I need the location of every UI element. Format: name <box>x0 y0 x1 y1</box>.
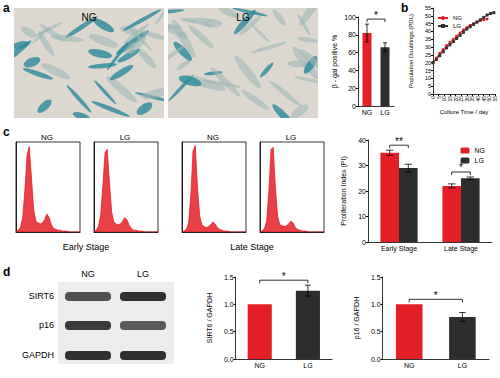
svg-text:SIRT6: SIRT6 <box>29 291 54 301</box>
svg-text:15: 15 <box>446 96 453 102</box>
svg-text:40: 40 <box>475 96 482 102</box>
svg-text:5: 5 <box>435 96 442 99</box>
svg-text:*: * <box>459 162 463 173</box>
svg-text:40: 40 <box>358 137 366 144</box>
svg-text:30: 30 <box>358 162 366 169</box>
svg-text:NG: NG <box>453 15 462 21</box>
svg-text:40: 40 <box>425 28 431 34</box>
svg-text:LG: LG <box>120 133 131 142</box>
svg-text:0.5: 0.5 <box>224 328 234 335</box>
svg-text:20: 20 <box>348 85 356 92</box>
svg-text:LG: LG <box>137 269 149 279</box>
svg-text:NG: NG <box>254 362 265 369</box>
svg-text:NG: NG <box>404 362 415 369</box>
svg-text:45: 45 <box>480 96 487 102</box>
svg-text:5: 5 <box>428 83 431 89</box>
svg-text:NG: NG <box>41 133 53 142</box>
svg-text:20: 20 <box>358 188 366 195</box>
svg-text:0: 0 <box>430 96 436 99</box>
svg-text:80: 80 <box>348 31 356 38</box>
svg-text:50: 50 <box>425 13 431 19</box>
svg-text:LG: LG <box>458 362 467 369</box>
svg-text:15: 15 <box>425 68 431 74</box>
svg-text:NG: NG <box>207 133 219 142</box>
svg-text:LG: LG <box>453 23 461 29</box>
svg-text:35: 35 <box>425 36 431 42</box>
svg-text:LG: LG <box>236 12 250 23</box>
svg-text:30: 30 <box>463 96 470 102</box>
svg-text:40: 40 <box>348 67 356 74</box>
svg-text:a: a <box>3 1 10 15</box>
svg-text:*: * <box>374 10 378 21</box>
svg-text:35: 35 <box>469 96 476 102</box>
svg-text:0: 0 <box>352 103 356 110</box>
svg-text:25: 25 <box>425 52 431 58</box>
svg-text:*: * <box>282 271 286 282</box>
svg-text:*: * <box>434 290 438 301</box>
svg-text:25: 25 <box>458 96 465 102</box>
svg-text:1.0: 1.0 <box>371 301 381 308</box>
svg-text:LG: LG <box>475 157 484 164</box>
svg-text:Late Stage: Late Stage <box>230 242 274 252</box>
svg-text:p16 / GAPDH: p16 / GAPDH <box>353 297 361 339</box>
svg-text:50: 50 <box>486 96 493 102</box>
svg-text:0.0: 0.0 <box>224 356 234 363</box>
svg-text:0.5: 0.5 <box>371 328 381 335</box>
svg-text:GAPDH: GAPDH <box>22 350 54 360</box>
svg-text:0.0: 0.0 <box>371 356 381 363</box>
svg-text:55: 55 <box>425 5 431 11</box>
svg-text:10: 10 <box>441 96 448 102</box>
svg-text:c: c <box>3 125 10 139</box>
svg-text:10: 10 <box>425 75 431 81</box>
svg-text:0: 0 <box>428 91 431 97</box>
svg-text:1.5: 1.5 <box>224 274 234 281</box>
svg-text:Population Doublings (PDL): Population Doublings (PDL) <box>408 14 414 88</box>
svg-text:Culture Time / day: Culture Time / day <box>440 109 489 115</box>
svg-text:55: 55 <box>492 96 498 102</box>
svg-text:**: ** <box>395 136 403 147</box>
svg-text:Proliferation Index (PI): Proliferation Index (PI) <box>340 156 348 226</box>
svg-text:20: 20 <box>452 96 459 102</box>
svg-text:β - gal positive %: β - gal positive % <box>331 35 339 88</box>
svg-text:30: 30 <box>425 44 431 50</box>
svg-text:LG: LG <box>286 133 297 142</box>
svg-text:Early Stage: Early Stage <box>63 242 110 252</box>
svg-text:b: b <box>401 1 408 15</box>
svg-text:NG: NG <box>475 147 486 154</box>
svg-text:LG: LG <box>303 362 312 369</box>
svg-text:Late Stage: Late Stage <box>444 245 478 253</box>
svg-text:p16: p16 <box>39 320 54 330</box>
svg-text:0: 0 <box>362 239 366 246</box>
svg-text:NG: NG <box>82 12 97 23</box>
svg-text:1.0: 1.0 <box>224 301 234 308</box>
svg-text:20: 20 <box>425 60 431 66</box>
svg-text:45: 45 <box>425 21 431 27</box>
svg-text:60: 60 <box>348 49 356 56</box>
svg-text:NG: NG <box>81 269 95 279</box>
svg-text:1.5: 1.5 <box>371 274 381 281</box>
svg-text:10: 10 <box>358 213 366 220</box>
svg-text:100: 100 <box>344 14 356 21</box>
svg-text:LG: LG <box>380 109 389 116</box>
svg-text:d: d <box>3 265 10 279</box>
svg-text:NG: NG <box>362 109 373 116</box>
svg-text:SIRT6 / GAPDH: SIRT6 / GAPDH <box>206 293 213 343</box>
svg-text:Early Stage: Early Stage <box>381 245 417 253</box>
